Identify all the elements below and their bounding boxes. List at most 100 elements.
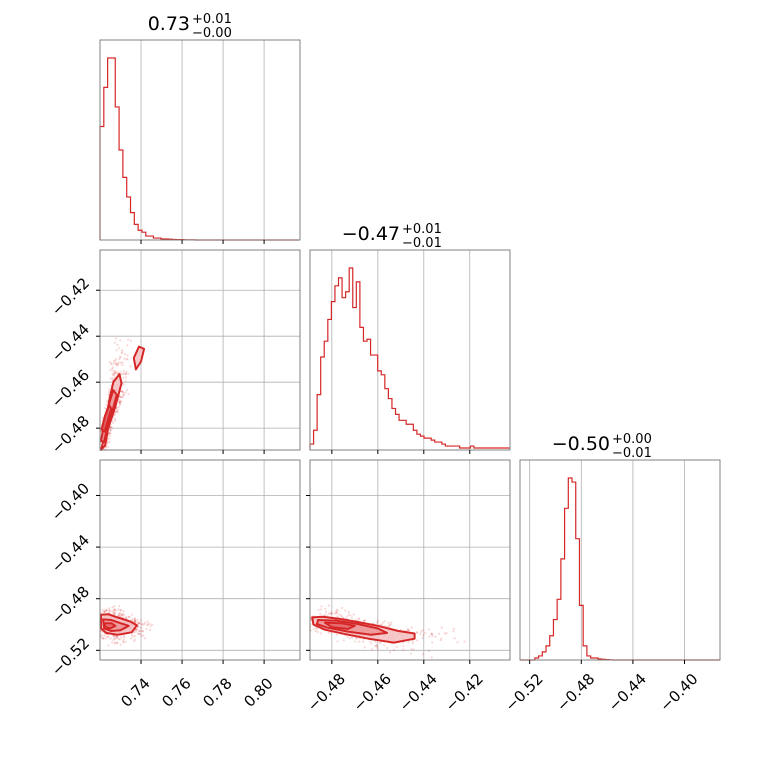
scatter-point — [116, 642, 119, 645]
scatter-point — [119, 609, 123, 612]
scatter-point — [109, 429, 112, 432]
scatter-point — [139, 629, 143, 633]
scatter-point — [117, 613, 120, 616]
panel-border — [519, 459, 721, 661]
panel-title-0: 0.73 +0.01−0.00 — [148, 12, 232, 41]
scatter-point — [114, 417, 117, 421]
scatter-point — [112, 361, 116, 365]
scatter-point — [100, 636, 104, 639]
scatter-point — [133, 620, 137, 623]
scatter-point — [136, 628, 139, 631]
scatter-point — [103, 610, 106, 613]
scatter-point — [117, 361, 120, 364]
scatter-point — [100, 633, 103, 637]
scatter-point — [439, 639, 442, 642]
scatter-point — [106, 635, 109, 638]
scatter-point — [113, 605, 116, 608]
scatter-point — [108, 609, 111, 613]
scatter-point — [327, 631, 330, 634]
scatter-point — [354, 618, 358, 622]
scatter-point — [127, 615, 130, 619]
scatter-point — [118, 403, 122, 406]
scatter-point — [116, 363, 120, 366]
scatter-point — [335, 611, 339, 615]
scatter-point — [129, 637, 133, 640]
panel-1-1 — [331, 250, 471, 450]
scatter-point — [390, 621, 393, 624]
scatter-point — [386, 646, 389, 650]
scatter-point — [118, 400, 121, 404]
x-tick-label: −0.46 — [350, 670, 395, 715]
scatter-point — [130, 633, 134, 637]
scatter-point — [463, 640, 466, 643]
scatter-point — [348, 637, 351, 640]
scatter-point — [119, 361, 123, 364]
scatter-point — [107, 611, 110, 614]
scatter-point — [116, 371, 120, 374]
scatter-point — [112, 638, 115, 642]
scatter-point — [108, 437, 111, 440]
scatter-point — [112, 611, 116, 614]
scatter-point — [118, 612, 121, 615]
scatter-point — [437, 632, 441, 635]
scatter-point — [151, 623, 154, 626]
scatter-point — [116, 410, 119, 414]
scatter-point — [453, 637, 456, 640]
scatter-point — [137, 622, 140, 625]
scatter-point — [376, 619, 379, 622]
scatter-point — [115, 410, 118, 413]
scatter-point — [123, 372, 126, 375]
scatter-point — [327, 612, 330, 615]
scatter-point — [111, 366, 115, 369]
scatter-point — [121, 372, 124, 375]
scatter-point — [115, 362, 118, 365]
scatter-point — [110, 363, 113, 366]
scatter-point — [135, 628, 138, 631]
scatter-point — [123, 357, 126, 360]
scatter-point — [410, 647, 413, 651]
scatter-point — [118, 604, 121, 608]
scatter-point — [452, 630, 455, 633]
x-tick-label: −0.48 — [553, 670, 598, 715]
scatter-point — [101, 637, 105, 640]
scatter-point — [362, 620, 366, 623]
scatter-point — [126, 357, 129, 360]
scatter-point — [124, 640, 127, 644]
scatter-point — [114, 357, 117, 361]
scatter-point — [124, 379, 127, 382]
joint-2-1 — [308, 604, 466, 659]
scatter-point — [141, 629, 144, 632]
scatter-point — [358, 640, 361, 643]
scatter-point — [111, 376, 114, 380]
scatter-point — [107, 607, 110, 610]
scatter-point — [124, 391, 127, 394]
scatter-point — [313, 627, 316, 631]
scatter-point — [122, 383, 125, 386]
scatter-point — [122, 391, 125, 394]
scatter-point — [118, 402, 121, 405]
scatter-point — [341, 606, 344, 610]
panel-border — [309, 249, 511, 451]
title-lower-error: −0.01 — [612, 446, 652, 461]
scatter-point — [327, 604, 330, 607]
scatter-point — [342, 639, 345, 642]
scatter-point — [149, 625, 152, 628]
scatter-point — [122, 614, 125, 617]
panel-border — [309, 459, 511, 661]
scatter-point — [143, 623, 146, 626]
scatter-point — [355, 637, 358, 640]
scatter-point — [123, 635, 126, 639]
scatter-point — [114, 372, 117, 375]
panel-border — [99, 249, 301, 451]
title-value: −0.50 — [552, 433, 610, 455]
scatter-point — [114, 362, 118, 366]
scatter-point — [137, 630, 140, 633]
x-tick-label: −0.48 — [304, 670, 349, 715]
scatter-point — [324, 607, 327, 610]
scatter-point — [349, 614, 352, 617]
scatter-point — [134, 630, 137, 633]
x-tick-label: 0.80 — [240, 674, 276, 710]
scatter-point — [368, 640, 371, 643]
scatter-point — [122, 369, 125, 373]
